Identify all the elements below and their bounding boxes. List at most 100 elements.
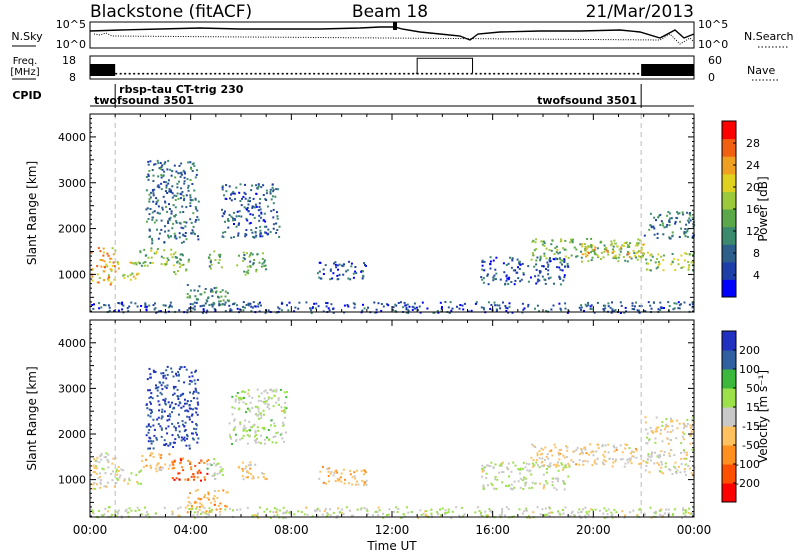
echo-cell: [659, 432, 662, 435]
echo-cell: [542, 473, 545, 476]
echo-cell: [239, 421, 242, 424]
echo-cell: [91, 304, 94, 306]
echo-cell: [148, 408, 151, 411]
echo-cell: [251, 406, 254, 409]
echo-cell: [195, 428, 198, 431]
echo-cell: [508, 484, 511, 487]
echo-cell: [679, 471, 682, 474]
echo-cell: [246, 407, 249, 410]
echo-cell: [604, 307, 607, 310]
echo-cell: [103, 270, 106, 273]
echo-cell: [494, 268, 497, 271]
echo-cell: [572, 461, 575, 463]
echo-cell: [335, 266, 338, 269]
echo-cell: [656, 232, 659, 235]
echo-cell: [556, 266, 558, 269]
echo-cell: [614, 242, 617, 245]
echo-region-11: [530, 443, 645, 468]
echo-cell: [93, 466, 96, 469]
echo-cell: [279, 388, 282, 391]
echo-cell: [96, 273, 99, 276]
freq-dense-block-0: [90, 64, 116, 76]
echo-cell: [510, 483, 513, 486]
echo-cell: [604, 460, 607, 463]
echo-cell: [488, 508, 491, 511]
echo-cell: [215, 290, 218, 293]
echo-cell: [186, 415, 189, 418]
echo-cell: [180, 226, 183, 229]
colorbar-swatch: [722, 464, 736, 484]
echo-cell: [228, 214, 231, 217]
echo-cell: [680, 266, 683, 269]
echo-cell: [681, 211, 684, 214]
echo-cell: [222, 489, 225, 492]
echo-cell: [500, 464, 503, 467]
echo-cell: [564, 302, 567, 305]
echo-cell: [669, 431, 672, 433]
echo-cell: [570, 512, 573, 515]
echo-cell: [557, 453, 560, 456]
echo-cell: [658, 463, 660, 466]
echo-cell: [656, 257, 658, 260]
echo-cell: [94, 465, 97, 468]
echo-cell: [573, 514, 576, 516]
echo-cell: [325, 302, 327, 304]
echo-cell: [180, 171, 183, 174]
echo-cell: [188, 416, 191, 419]
echo-cell: [559, 307, 562, 310]
echo-cell: [178, 232, 181, 235]
echo-cell: [572, 238, 574, 241]
echo-cell: [117, 509, 120, 512]
echo-cell: [619, 301, 622, 304]
echo-cell: [578, 463, 581, 466]
echo-cell: [392, 306, 395, 309]
freq-panel-frame: [89, 55, 695, 80]
echo-cell: [117, 263, 120, 265]
echo-cell: [175, 374, 178, 377]
echo-cell: [505, 485, 507, 487]
echo-cell: [639, 250, 642, 253]
echo-cell: [378, 509, 381, 512]
echo-cell: [562, 468, 564, 471]
echo-cell: [341, 508, 344, 511]
echo-cell: [580, 250, 582, 253]
echo-cell: [174, 251, 177, 254]
echo-cell: [155, 197, 158, 200]
echo-cell: [322, 466, 324, 468]
echo-cell: [587, 260, 590, 263]
echo-cell: [264, 442, 266, 445]
echo-cell: [256, 512, 259, 515]
echo-cell: [623, 242, 626, 245]
echo-cell: [163, 374, 166, 377]
echo-cell: [129, 278, 132, 281]
echo-cell: [549, 260, 552, 263]
echo-cell: [174, 256, 177, 258]
echo-cell: [536, 454, 539, 457]
echo-cell: [192, 514, 195, 517]
echo-cell: [240, 398, 243, 401]
echo-cell: [252, 301, 255, 304]
echo-cell: [689, 460, 692, 462]
echo-cell: [166, 260, 168, 263]
echo-cell: [254, 235, 257, 238]
echo-cell: [151, 397, 154, 400]
echo-cell: [107, 466, 110, 469]
echo-cell: [190, 468, 193, 471]
echo-cell: [197, 200, 200, 203]
echo-cell: [544, 446, 547, 449]
echo-cell: [675, 472, 678, 475]
echo-cell: [254, 206, 256, 209]
echo-cell: [649, 259, 652, 262]
echo-cell: [579, 243, 582, 246]
echo-cell: [673, 302, 676, 305]
echo-cell: [238, 210, 241, 213]
echo-cell: [628, 447, 631, 450]
echo-cell: [329, 269, 332, 272]
echo-cell: [196, 433, 198, 436]
echo-cell: [530, 276, 532, 279]
echo-cell: [116, 478, 119, 481]
echo-cell: [365, 483, 368, 486]
echo-cell: [591, 244, 594, 247]
echo-cell: [156, 248, 159, 250]
echo-cell: [657, 266, 659, 269]
